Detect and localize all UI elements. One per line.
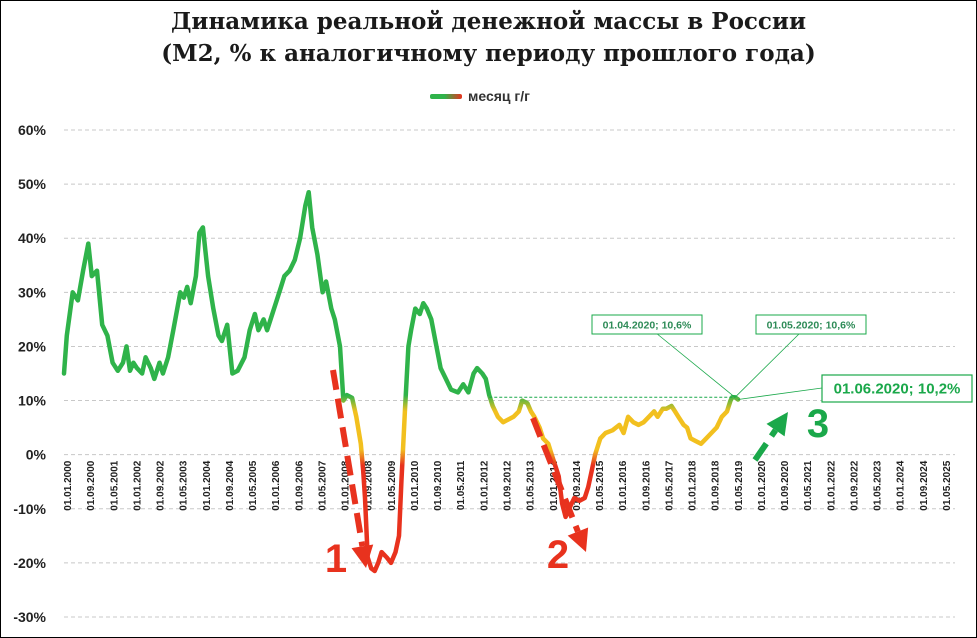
x-tick-label: 01.05.2009 (387, 460, 398, 510)
x-tick-label: 01.05.2007 (317, 460, 328, 510)
x-tick-label: 01.05.2021 (803, 460, 814, 510)
x-tick-label: 01.01.2020 (757, 460, 768, 510)
arrow-1-down-shaft (330, 369, 366, 547)
annotations-layer: 01.04.2020; 10,6% 01.05.2020; 10,6% 01.06.… (489, 314, 973, 403)
arrow-1-down-head (351, 544, 374, 568)
arrows-layer: 1 2 3 (325, 369, 829, 581)
y-tick-label: -30% (13, 609, 46, 625)
annotation-apr-2020-text: 01.04.2020; 10,6% (603, 320, 692, 332)
y-tick-label: 30% (18, 284, 47, 300)
y-tick-label: 60% (18, 122, 47, 138)
x-tick-label: 01.09.2006 (294, 460, 305, 510)
x-tick-label: 01.09.2000 (86, 460, 97, 510)
x-tick-label: 01.09.2016 (641, 460, 652, 510)
x-tick-label: 01.09.2022 (849, 460, 860, 510)
x-tick-label: 01.09.2020 (780, 460, 791, 510)
series-line-m2-yoy (61, 189, 741, 574)
x-axis-ticks: 01.01.2000 01.09.2000 01.05.2001 01.01.2002… (63, 460, 953, 510)
arrow-label-2: 2 (547, 533, 569, 577)
annotation-apr-2020: 01.04.2020; 10,6% (591, 314, 703, 335)
arrow-3-up-shaft (752, 428, 779, 462)
leader-line (655, 332, 736, 398)
chart-title-line-2: (М2, % к аналогичному периоду прошлого г… (161, 40, 816, 67)
annotation-jun-2020-box (821, 374, 973, 403)
x-tick-label: 01.05.2015 (595, 460, 606, 510)
x-tick-label: 01.01.2024 (896, 460, 907, 510)
chart-title-line-1: Динамика реальной денежной массы в Росси… (170, 8, 807, 35)
x-tick-label: 01.05.2003 (179, 460, 190, 510)
x-tick-label: 01.09.2010 (433, 460, 444, 510)
legend: месяц г/г (430, 86, 530, 106)
x-tick-label: 01.09.2014 (572, 460, 583, 510)
legend-label: месяц г/г (468, 88, 530, 104)
chart-title: Динамика реальной денежной массы в Росси… (0, 6, 977, 70)
x-tick-label: 01.09.2012 (503, 460, 514, 510)
arrow-3-up (752, 412, 788, 462)
arrow-1-down (330, 369, 374, 568)
x-tick-label: 01.01.2018 (688, 460, 699, 510)
y-tick-label: -20% (13, 555, 46, 571)
x-tick-label: 01.01.2014 (549, 460, 560, 510)
x-tick-label: 01.01.2012 (479, 460, 490, 510)
x-tick-label: 01.01.2016 (618, 460, 629, 510)
arrow-2-down-shaft (530, 416, 581, 533)
x-tick-label: 01.01.2022 (826, 460, 837, 510)
x-tick-label: 01.01.2002 (132, 460, 143, 510)
x-tick-label: 01.09.2002 (156, 460, 167, 510)
y-tick-label: 0% (26, 447, 47, 463)
arrow-2-down (530, 416, 589, 552)
legend-swatch (430, 93, 462, 99)
leader-line (738, 387, 823, 400)
annotation-apr-2020-box (591, 314, 703, 335)
annotation-jun-2020: 01.06.2020; 10,2% (821, 374, 973, 403)
annotation-may-2020-text: 01.05.2020; 10,6% (767, 320, 856, 332)
x-tick-label: 01.01.2008 (341, 460, 352, 510)
y-tick-label: 50% (18, 176, 47, 192)
y-tick-label: 10% (18, 393, 47, 409)
arrow-3-up-head (766, 412, 788, 437)
annotation-may-2020-box (755, 314, 867, 335)
y-tick-label: 40% (18, 230, 47, 246)
arrow-2-down-head (567, 527, 589, 552)
arrow-label-1: 1 (325, 537, 347, 581)
x-tick-label: 01.01.2000 (63, 460, 74, 510)
annotation-may-2020: 01.05.2020; 10,6% (755, 314, 867, 335)
leader-line (734, 332, 801, 398)
grid-lines (64, 129, 955, 618)
y-tick-label: 20% (18, 338, 47, 354)
arrow-label-3: 3 (807, 402, 829, 446)
x-tick-label: 01.05.2017 (664, 460, 675, 510)
y-tick-label: -10% (13, 501, 46, 517)
x-tick-label: 01.09.2004 (225, 460, 236, 510)
x-tick-label: 01.09.2018 (711, 460, 722, 510)
x-tick-label: 01.09.2008 (364, 460, 375, 510)
annotation-jun-2020-text: 01.06.2020; 10,2% (834, 381, 961, 398)
x-tick-label: 01.09.2024 (919, 460, 930, 510)
y-axis-ticks: -30% -20% -10% 0% 10% 20% 30% 40% 50% 60% (13, 122, 46, 625)
x-tick-label: 01.05.2011 (456, 460, 467, 510)
x-tick-label: 01.01.2010 (410, 460, 421, 510)
x-tick-label: 01.05.2005 (248, 460, 259, 510)
x-tick-label: 01.05.2001 (109, 460, 120, 510)
x-tick-label: 01.05.2019 (734, 460, 745, 510)
x-tick-label: 01.05.2013 (526, 460, 537, 510)
series-layer (61, 189, 741, 574)
x-tick-label: 01.01.2004 (202, 460, 213, 510)
x-tick-label: 01.05.2023 (873, 460, 884, 510)
x-tick-label: 01.05.2025 (942, 460, 953, 510)
x-tick-label: 01.01.2006 (271, 460, 282, 510)
